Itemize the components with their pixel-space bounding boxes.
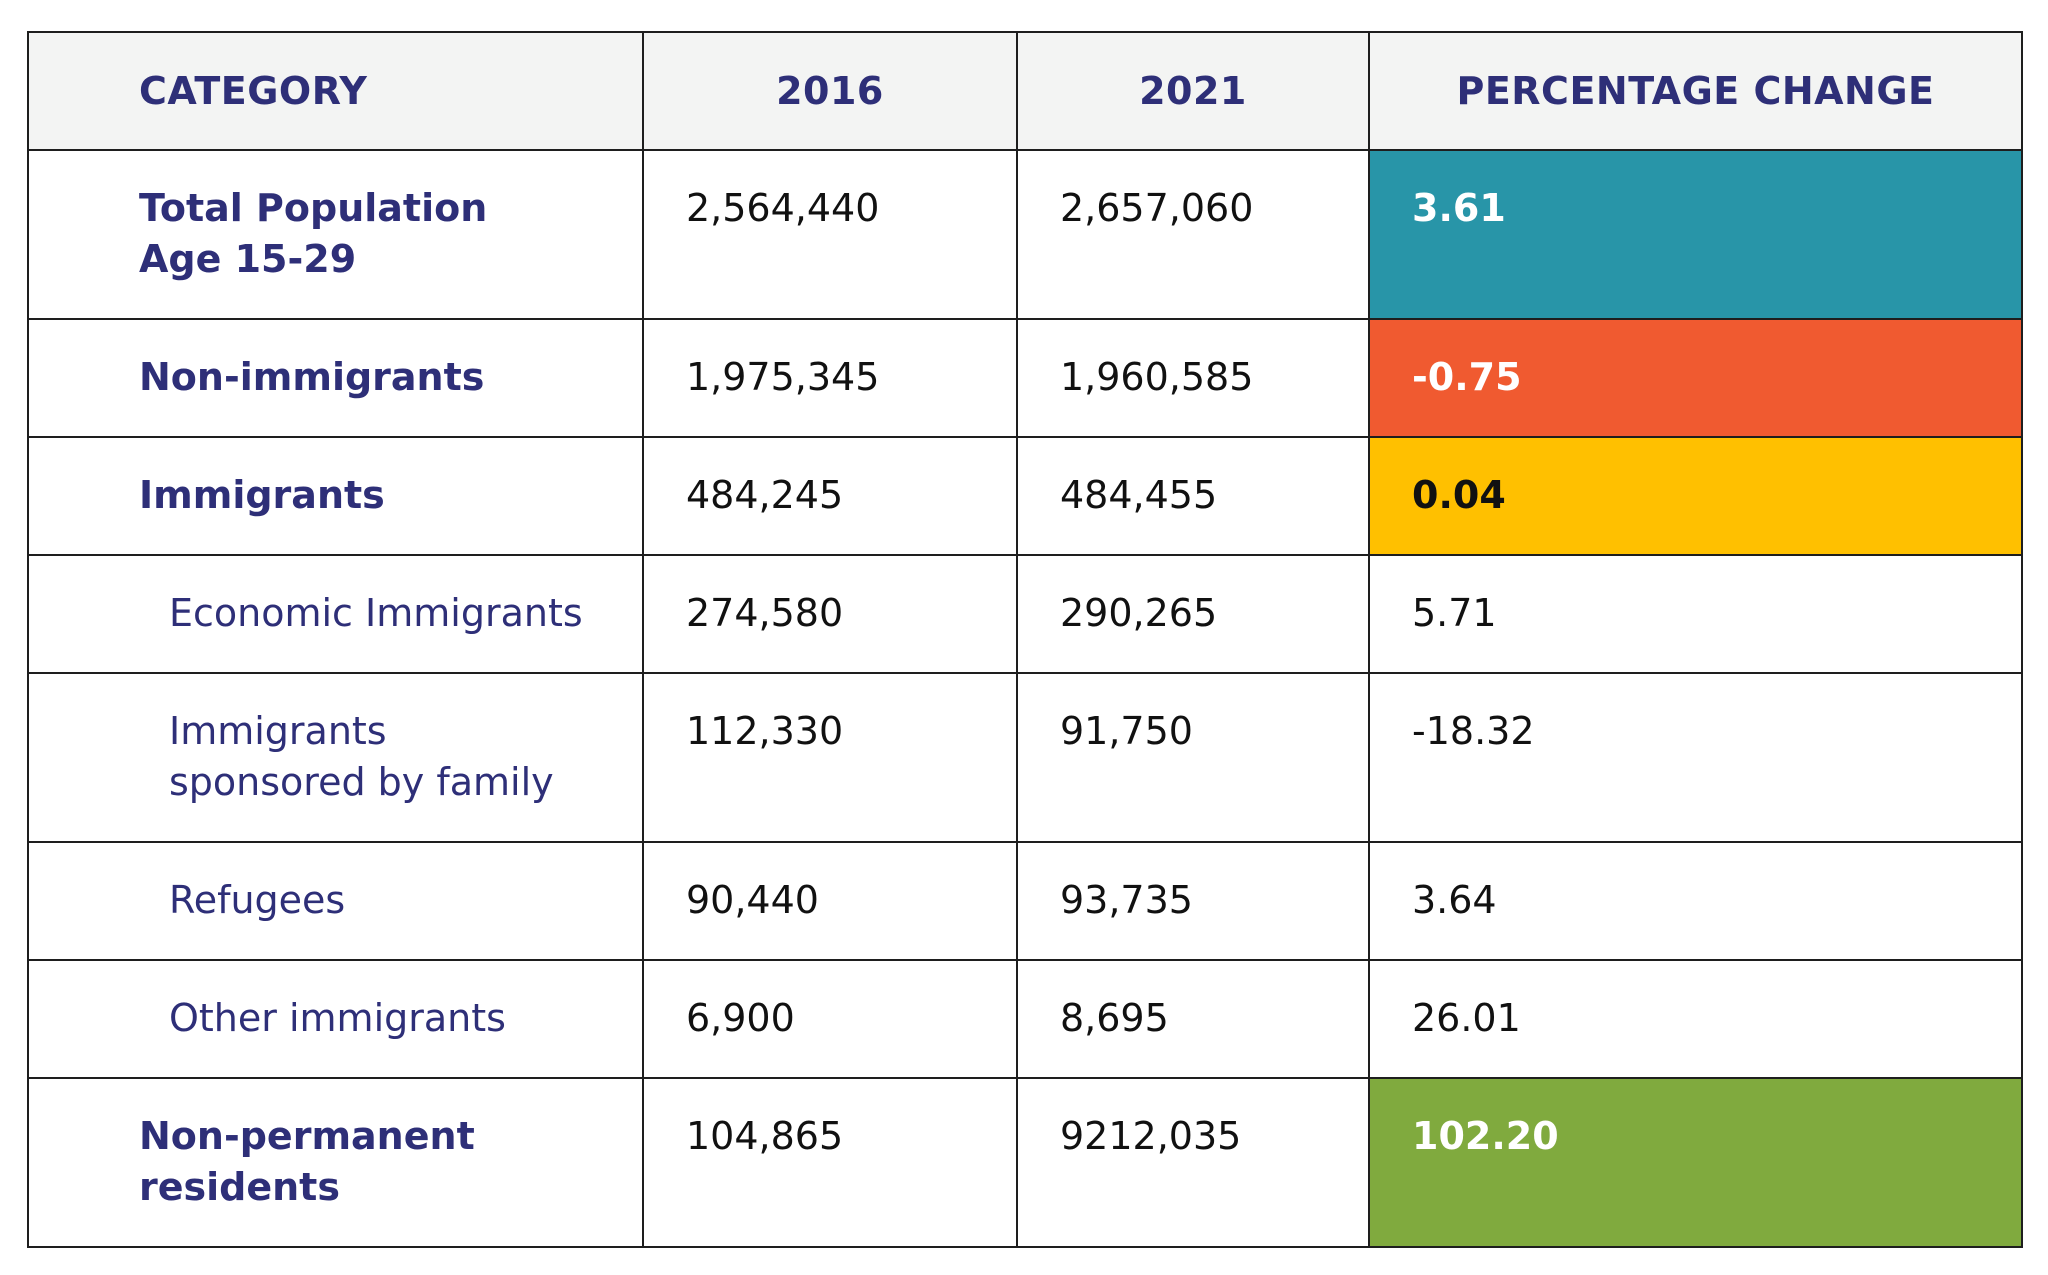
header-row: CATEGORY 2016 2021 PERCENTAGE CHANGE [27,31,2023,151]
value-2016-cell: 274,580 [642,554,1018,674]
category-cell: Total Population Age 15-29 [27,149,644,320]
value-2016-cell: 6,900 [642,959,1018,1079]
category-cell: Refugees [27,841,644,961]
category-label: Refugees [169,878,346,922]
table-header: CATEGORY 2016 2021 PERCENTAGE CHANGE [27,31,2023,151]
value-2021-cell: 9212,035 [1016,1077,1370,1248]
table-row: Other immigrants 6,900 8,695 26.01 [27,959,2023,1079]
category-label: Immigrants [169,709,387,753]
value-2016-cell: 1,975,345 [642,318,1018,438]
value-2021-cell: 93,735 [1016,841,1370,961]
category-label-line2: residents [139,1165,340,1209]
category-cell: Non-immigrants [27,318,644,438]
value-2021-cell: 91,750 [1016,672,1370,843]
percentage-change-cell: -0.75 [1368,318,2023,438]
table-body: Total Population Age 15-29 2,564,440 2,657,… [27,149,2023,1248]
value-2016-cell: 2,564,440 [642,149,1018,320]
percentage-change-cell: 3.64 [1368,841,2023,961]
value-2021-cell: 484,455 [1016,436,1370,556]
value-2021-cell: 2,657,060 [1016,149,1370,320]
header-category: CATEGORY [27,31,644,151]
percentage-change-cell: 26.01 [1368,959,2023,1079]
percentage-change-cell: 5.71 [1368,554,2023,674]
table-row: Refugees 90,440 93,735 3.64 [27,841,2023,961]
category-cell: Economic Immigrants [27,554,644,674]
category-label: Non-permanent [139,1114,475,1158]
category-label: Other immigrants [169,996,506,1040]
value-2021-cell: 290,265 [1016,554,1370,674]
category-cell: Non-permanent residents [27,1077,644,1248]
category-label-line2: sponsored by family [169,760,554,804]
category-label: Economic Immigrants [169,591,583,635]
table-row: Non-immigrants 1,975,345 1,960,585 -0.75 [27,318,2023,438]
category-label-line2: Age 15-29 [139,237,357,281]
table-row: Immigrants sponsored by family 112,330 91,7… [27,672,2023,843]
value-2016-cell: 484,245 [642,436,1018,556]
value-2016-cell: 112,330 [642,672,1018,843]
header-2016: 2016 [642,31,1018,151]
value-2021-cell: 1,960,585 [1016,318,1370,438]
category-label: Total Population [139,186,488,230]
table-row: Immigrants 484,245 484,455 0.04 [27,436,2023,556]
category-cell: Other immigrants [27,959,644,1079]
category-cell: Immigrants sponsored by family [27,672,644,843]
percentage-change-cell: 3.61 [1368,149,2023,320]
population-table-container: CATEGORY 2016 2021 PERCENTAGE CHANGE Tot… [27,31,2023,1248]
percentage-change-cell: 0.04 [1368,436,2023,556]
value-2016-cell: 104,865 [642,1077,1018,1248]
percentage-change-cell: 102.20 [1368,1077,2023,1248]
table-row: Total Population Age 15-29 2,564,440 2,657,… [27,149,2023,320]
category-label: Non-immigrants [139,355,485,399]
header-2021: 2021 [1016,31,1370,151]
population-table: CATEGORY 2016 2021 PERCENTAGE CHANGE Tot… [27,31,2023,1248]
table-row: Economic Immigrants 274,580 290,265 5.71 [27,554,2023,674]
category-label: Immigrants [139,473,385,517]
value-2021-cell: 8,695 [1016,959,1370,1079]
category-cell: Immigrants [27,436,644,556]
percentage-change-cell: -18.32 [1368,672,2023,843]
header-percentage-change: PERCENTAGE CHANGE [1368,31,2023,151]
table-row: Non-permanent residents 104,865 9212,035 102… [27,1077,2023,1248]
value-2016-cell: 90,440 [642,841,1018,961]
